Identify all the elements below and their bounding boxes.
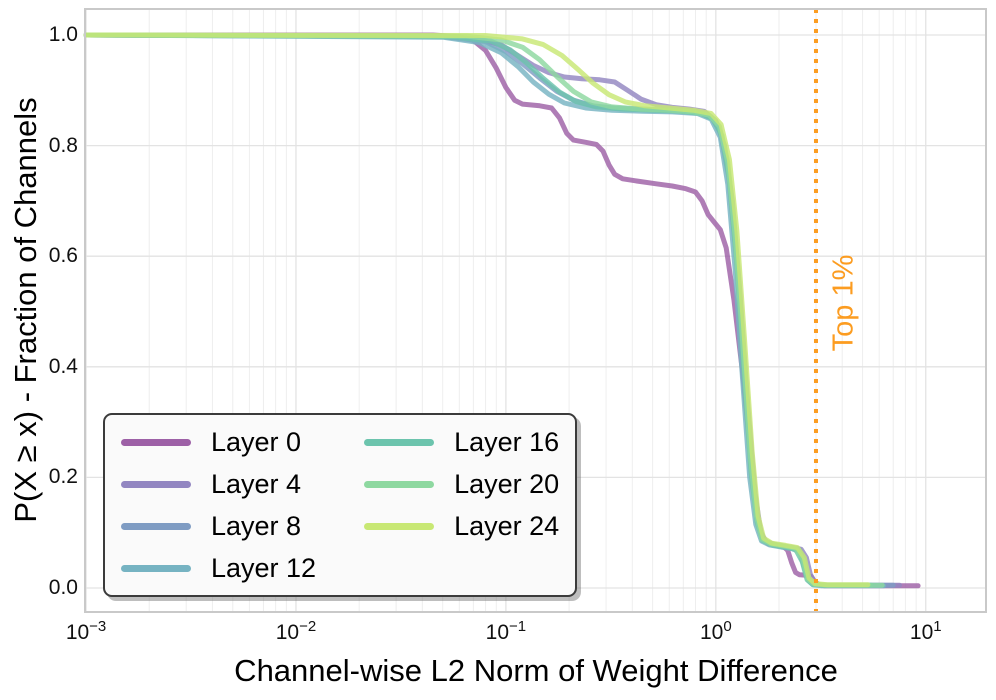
- x-tick-label: 10−2: [275, 618, 317, 644]
- x-tick-label: 10−1: [485, 618, 527, 644]
- legend-swatch-layer-12: [121, 564, 191, 572]
- legend-label: Layer 4: [211, 468, 302, 499]
- legend-item-layer-12: Layer 12: [121, 551, 316, 585]
- x-axis-label: Channel-wise L2 Norm of Weight Differenc…: [234, 653, 838, 688]
- x-tick-label: 101: [909, 618, 942, 644]
- legend-swatch-layer-0: [121, 438, 191, 446]
- legend-label: Layer 0: [211, 426, 302, 457]
- y-tick-label: 0.6: [48, 244, 78, 268]
- legend-swatch-layer-24: [364, 522, 435, 530]
- y-tick-label: 0.2: [48, 465, 78, 489]
- plot-border: [84, 8, 987, 613]
- y-tick-label: 0.4: [48, 354, 78, 378]
- legend-label: Layer 16: [454, 426, 560, 457]
- series-line-layer-24: [83, 32, 871, 588]
- legend-label: Layer 24: [454, 510, 560, 541]
- top1-annotation-label: Top 1%: [827, 254, 860, 352]
- legend-swatch-layer-16: [364, 438, 435, 446]
- legend-swatch-layer-8: [121, 522, 191, 530]
- y-axis-label: P(X ≥ x) - Fraction of Channels: [8, 97, 43, 523]
- legend-item-layer-20: Layer 20: [364, 467, 559, 501]
- x-tick-label: 10−3: [65, 618, 107, 644]
- legend-item-layer-0: Layer 0: [121, 425, 316, 459]
- legend-label: Layer 8: [211, 510, 302, 541]
- y-tick-label: 0.8: [48, 133, 78, 157]
- series-line-layer-0: [83, 32, 921, 589]
- legend-item-layer-24: Layer 24: [364, 509, 559, 543]
- legend-item-layer-4: Layer 4: [121, 467, 316, 501]
- legend-swatch-layer-20: [364, 480, 435, 488]
- y-tick-label: 0.0: [48, 575, 78, 599]
- y-tick-label: 1.0: [48, 22, 78, 46]
- legend-label: Layer 12: [211, 552, 317, 583]
- legend-item-layer-16: Layer 16: [364, 425, 559, 459]
- legend-swatch-layer-4: [121, 480, 191, 488]
- series-curves: [83, 32, 921, 589]
- legend-label: Layer 20: [454, 468, 560, 499]
- legend-item-layer-8: Layer 8: [121, 509, 316, 543]
- legend: Layer 0 Layer 4 Layer 8 Layer 12 Layer 16 Lay…: [103, 413, 578, 597]
- x-tick-label: 100: [699, 618, 732, 644]
